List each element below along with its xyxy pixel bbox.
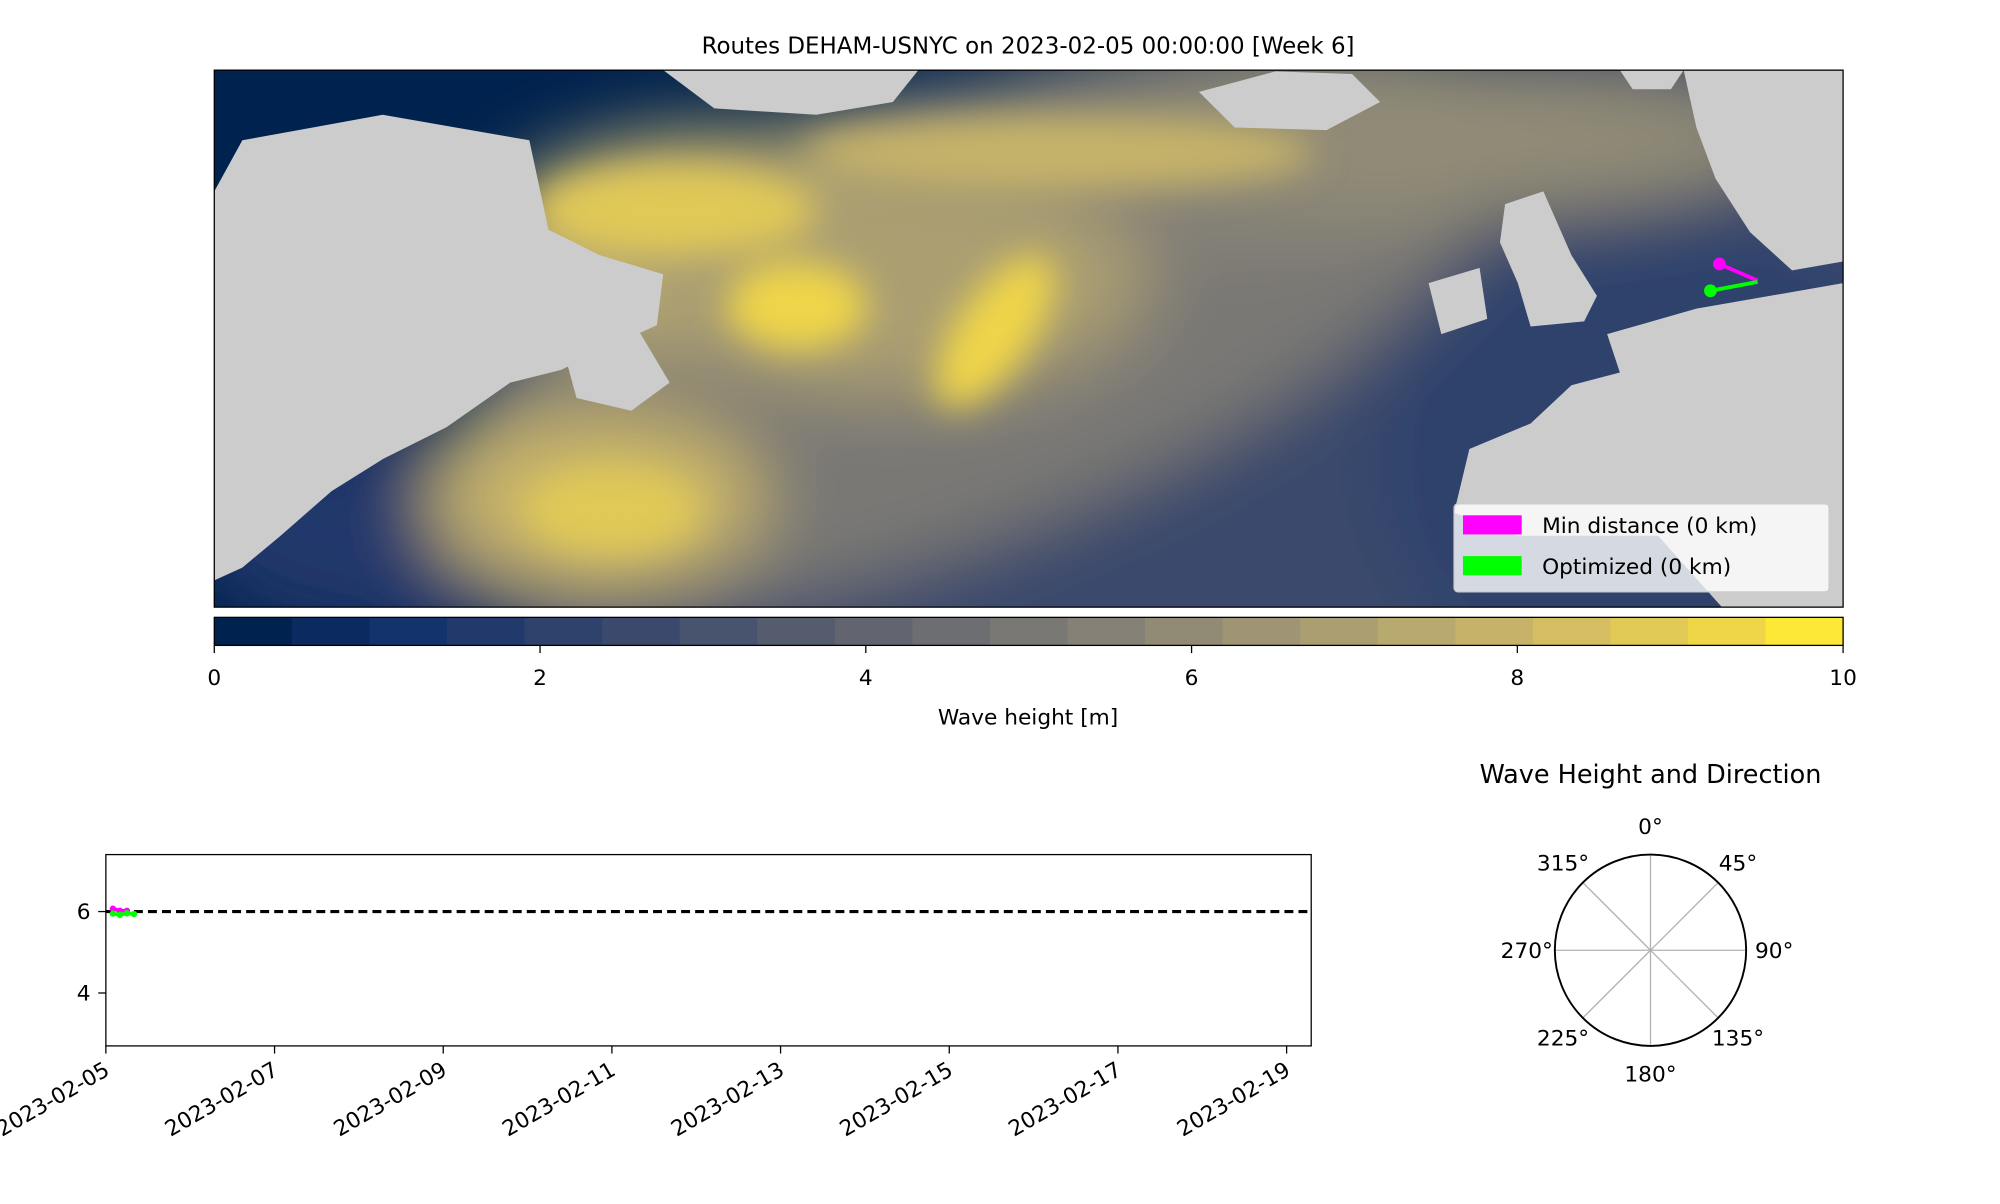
colorbar-segment	[1687, 617, 1767, 646]
wave-height-map	[214, 70, 1844, 608]
series-point	[123, 910, 131, 917]
polar-angle-label: 45°	[1719, 851, 1757, 876]
polar-frame	[1553, 853, 1748, 1047]
colorbar-segment	[757, 617, 836, 646]
series-point	[116, 911, 124, 919]
colorbar-label: Wave height [m]	[938, 705, 1118, 730]
route-min-distance-start	[1712, 257, 1726, 271]
colorbar-segment	[912, 617, 991, 646]
colorbar-segment	[989, 617, 1069, 646]
colorbar-segment	[1067, 617, 1146, 646]
colorbar-segment	[1145, 617, 1224, 646]
land-newfoundland	[561, 329, 670, 411]
timeseries-frame	[105, 853, 1312, 1047]
series-point	[109, 910, 117, 917]
colorbar-segment	[1532, 617, 1612, 646]
land-svalbard-edge	[1619, 70, 1684, 90]
colorbar-segment	[214, 617, 293, 646]
polar-angle-label: 270°	[1501, 939, 1553, 964]
x-tick-label: 2023-02-17	[1004, 1058, 1126, 1143]
legend-swatch-min-distance	[1462, 515, 1522, 535]
colorbar-segment	[1377, 617, 1456, 646]
colorbar	[214, 617, 1844, 646]
legend-label-optimized: Optimized (0 km)	[1542, 555, 1731, 580]
y-tick-label: 6	[77, 900, 91, 925]
series-point	[130, 910, 138, 918]
polar-angle-label: 315°	[1537, 851, 1589, 876]
x-tick-label: 2023-02-15	[836, 1058, 958, 1143]
colorbar-tick-label: 10	[1829, 666, 1857, 691]
route-optimized	[1710, 280, 1758, 293]
land-north-america	[214, 114, 664, 581]
colorbar-segment	[834, 617, 913, 646]
colorbar-ticks: 0 2 4 6 8 10	[207, 645, 1857, 691]
colorbar-segment	[1455, 617, 1534, 646]
colorbar-tick-label: 6	[1185, 666, 1199, 691]
polar-angle-label: 180°	[1624, 1063, 1676, 1088]
route-min-distance	[1718, 262, 1759, 283]
land-ireland	[1428, 267, 1488, 335]
polar-angle-label: 90°	[1755, 939, 1793, 964]
colorbar-frame	[213, 616, 1844, 647]
colorbar-segment	[602, 617, 681, 646]
x-tick-label: 2023-02-11	[498, 1058, 620, 1143]
colorbar-segment	[679, 617, 758, 646]
y-tick-label: 4	[77, 982, 91, 1007]
polar-gridline	[1650, 882, 1719, 951]
route-optimized-start	[1704, 284, 1717, 298]
land-iceland	[1198, 71, 1381, 131]
wave-field-peaks	[522, 114, 1314, 555]
colorbar-tick-label: 4	[859, 666, 873, 691]
x-tick-label: 2023-02-05	[0, 1058, 114, 1143]
colorbar-segment	[1610, 617, 1689, 646]
colorbar-segment	[291, 617, 371, 646]
legend-label-min-distance: Min distance (0 km)	[1542, 514, 1757, 539]
map-frame	[213, 69, 1844, 608]
colorbar-tick-label: 0	[207, 666, 221, 691]
colorbar-segment	[1300, 617, 1379, 646]
polar-angle-label: 135°	[1712, 1026, 1764, 1051]
colorbar-segment	[524, 617, 603, 646]
polar-gridline	[1582, 949, 1651, 1019]
polar-angle-label: 0°	[1638, 815, 1663, 840]
colorbar-segment	[1765, 617, 1844, 646]
map-legend: Min distance (0 km) Optimized (0 km)	[1453, 503, 1830, 593]
x-tick-label: 2023-02-09	[330, 1058, 452, 1143]
colorbar-segment	[1222, 617, 1301, 646]
polar-angle-label: 225°	[1537, 1026, 1589, 1051]
wave-height-timeseries: 2023-02-05 2023-02-07 2023-02-09 2023-02-11…	[0, 853, 1312, 1143]
polar-title: Wave Height and Direction	[1480, 760, 1822, 790]
legend-swatch-optimized	[1462, 556, 1522, 576]
polar-gridline	[1650, 949, 1719, 1019]
land-scandinavia	[1683, 70, 1844, 271]
series-point	[109, 905, 117, 912]
x-tick-label: 2023-02-07	[161, 1058, 283, 1143]
colorbar-segment	[446, 617, 526, 646]
land-britain	[1499, 191, 1597, 327]
map-title: Routes DEHAM-USNYC on 2023-02-05 00:00:0…	[702, 34, 1355, 60]
polar-gridline	[1582, 882, 1651, 951]
land-greenland	[663, 70, 919, 115]
colorbar-segment	[369, 617, 448, 646]
x-tick-label: 2023-02-19	[1173, 1058, 1295, 1143]
colorbar-tick-label: 2	[533, 666, 547, 691]
polar-plot: 0° 45° 90° 135° 180° 225° 270° 315°	[1501, 815, 1794, 1087]
series-line	[112, 911, 135, 917]
x-tick-label: 2023-02-13	[667, 1058, 789, 1143]
colorbar-tick-label: 8	[1510, 666, 1524, 691]
